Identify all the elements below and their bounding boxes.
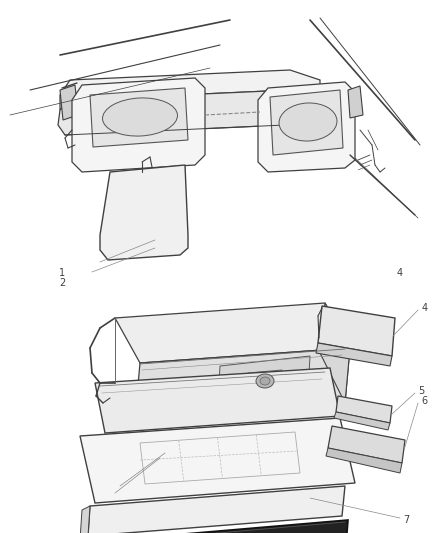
Text: 5: 5	[418, 386, 424, 396]
Polygon shape	[328, 426, 405, 463]
Polygon shape	[80, 506, 90, 533]
Polygon shape	[115, 303, 350, 363]
Polygon shape	[58, 90, 320, 135]
Polygon shape	[336, 396, 392, 423]
Ellipse shape	[279, 103, 337, 141]
Text: 6: 6	[421, 396, 427, 406]
Polygon shape	[60, 85, 78, 120]
Polygon shape	[135, 348, 350, 418]
Polygon shape	[246, 370, 282, 391]
Polygon shape	[95, 368, 340, 433]
Polygon shape	[320, 303, 350, 403]
Text: 7: 7	[403, 515, 409, 525]
Polygon shape	[318, 306, 395, 356]
Polygon shape	[348, 86, 363, 118]
Text: 4: 4	[397, 268, 403, 278]
Polygon shape	[326, 448, 402, 473]
Polygon shape	[75, 520, 348, 533]
Text: 4: 4	[422, 303, 428, 313]
Polygon shape	[90, 88, 188, 147]
Polygon shape	[80, 418, 355, 503]
Text: 1: 1	[59, 268, 65, 278]
Polygon shape	[88, 486, 345, 533]
Polygon shape	[60, 70, 320, 110]
Polygon shape	[218, 356, 310, 403]
Polygon shape	[316, 343, 392, 366]
Ellipse shape	[102, 98, 177, 136]
Polygon shape	[270, 90, 343, 155]
Polygon shape	[100, 165, 188, 260]
Ellipse shape	[260, 377, 270, 385]
Text: 2: 2	[59, 278, 65, 288]
Polygon shape	[258, 82, 355, 172]
Ellipse shape	[256, 374, 274, 388]
Polygon shape	[72, 78, 205, 172]
Polygon shape	[334, 412, 390, 430]
